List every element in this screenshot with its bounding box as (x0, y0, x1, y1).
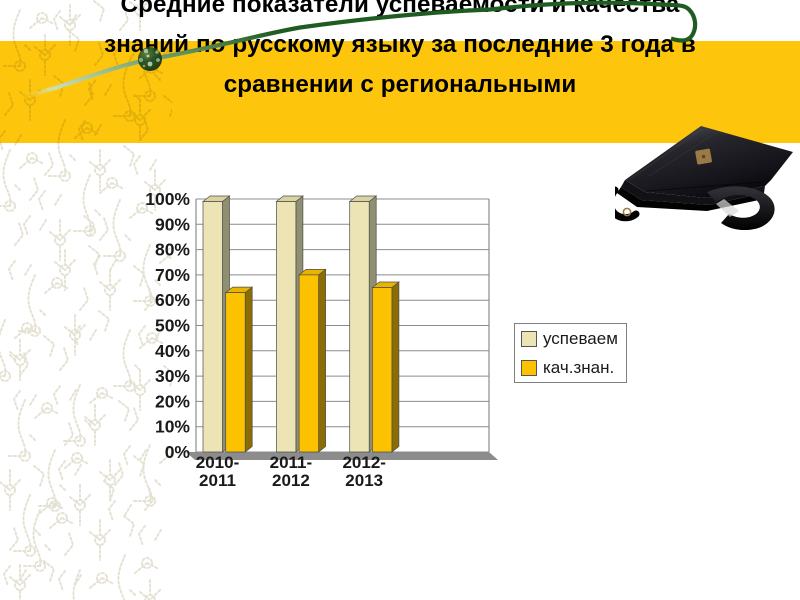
svg-text:80%: 80% (155, 240, 190, 260)
svg-text:60%: 60% (155, 290, 190, 310)
svg-text:2011: 2011 (199, 471, 236, 490)
svg-text:40%: 40% (155, 341, 190, 361)
svg-text:20%: 20% (155, 391, 190, 411)
svg-text:50%: 50% (155, 316, 190, 336)
svg-text:2010-: 2010- (196, 453, 239, 472)
svg-text:2011-: 2011- (270, 453, 313, 472)
svg-text:0%: 0% (165, 442, 191, 462)
svg-text:30%: 30% (155, 366, 190, 386)
svg-text:90%: 90% (155, 214, 190, 234)
svg-text:2012: 2012 (272, 471, 310, 490)
svg-text:2012-: 2012- (342, 453, 385, 472)
svg-text:100%: 100% (145, 189, 190, 209)
svg-text:70%: 70% (155, 265, 190, 285)
svg-text:10%: 10% (155, 417, 190, 437)
svg-text:2013: 2013 (345, 471, 383, 490)
